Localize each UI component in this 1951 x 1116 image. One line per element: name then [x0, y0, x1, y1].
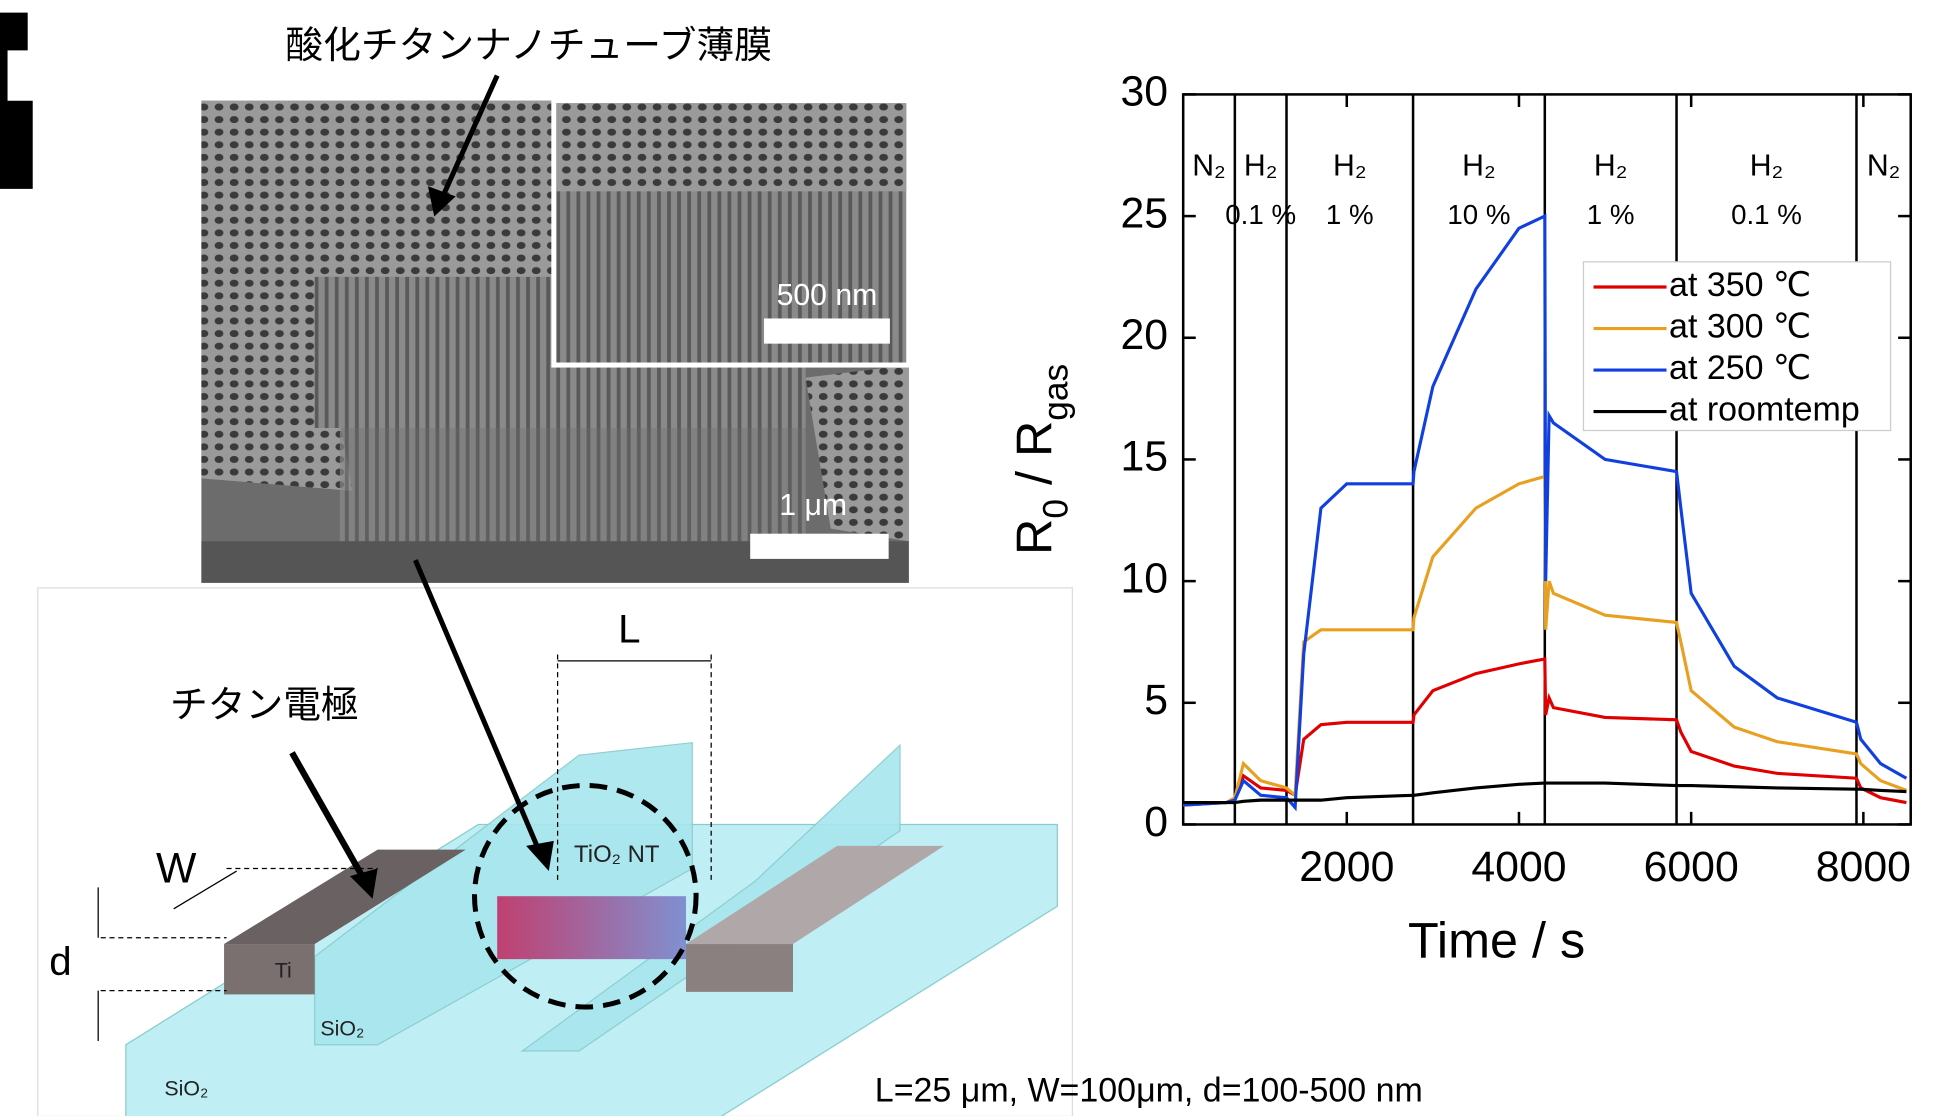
device-diagram: チタン電極 L W d Ti SiO₂ SiO₂ TiO₂ NT L=25 μm…: [38, 560, 1423, 1116]
sem-image: 酸化チタンナノチューブ薄膜 500 nm 1 μm: [201, 25, 908, 583]
sio2-base-label: SiO₂: [164, 1077, 208, 1101]
legend-label: at 250 ℃: [1669, 349, 1811, 387]
ti-label: Ti: [275, 958, 292, 982]
y-tick-label: 30: [1120, 68, 1168, 116]
legend-label: at 350 ℃: [1669, 266, 1811, 304]
sio2-wall-label: SiO₂: [320, 1016, 364, 1040]
y-tick-label: 5: [1144, 676, 1168, 724]
electrode-label: チタン電極: [170, 684, 359, 726]
y-tick-label: 15: [1120, 433, 1168, 481]
x-axis-label: Time / s: [1408, 911, 1585, 968]
cut-glyph: [0, 13, 33, 189]
phase-gas: H₂: [1750, 149, 1784, 182]
inset-scale-label: 500 nm: [777, 279, 878, 312]
phase-conc: 10 %: [1447, 199, 1510, 230]
w-label: W: [156, 844, 197, 892]
sem-caption: 酸化チタンナノチューブ薄膜: [285, 25, 772, 67]
x-tick-label: 6000: [1644, 843, 1739, 891]
y-tick-label: 10: [1120, 554, 1168, 602]
y-tick-label: 25: [1120, 189, 1168, 237]
y-axis-label-part: / R: [1006, 421, 1063, 499]
phase-gas: H₂: [1462, 149, 1496, 182]
x-tick-label: 2000: [1299, 843, 1394, 891]
y-tick-label: 20: [1120, 311, 1168, 359]
y-tick-label: 0: [1144, 798, 1168, 846]
tio2-label: TiO₂ NT: [574, 841, 660, 868]
phase-gas: N₂: [1867, 149, 1901, 182]
phase-gas: H₂: [1333, 149, 1367, 182]
phase-gas: H₂: [1244, 149, 1278, 182]
footnote: L=25 μm, W=100μm, d=100-500 nm: [875, 1072, 1423, 1110]
l-label: L: [618, 607, 640, 652]
phase-conc: 0.1 %: [1731, 199, 1802, 230]
figure: 酸化チタンナノチューブ薄膜 500 nm 1 μm: [0, 0, 1951, 1116]
y-axis-label: R0 / Rgas: [1006, 364, 1076, 555]
phase-gas: H₂: [1594, 149, 1628, 182]
phase-conc: 1 %: [1326, 199, 1374, 230]
scale-label: 1 μm: [779, 489, 847, 522]
x-tick-label: 8000: [1816, 843, 1911, 891]
y-axis-label-part: 0: [1036, 499, 1075, 519]
d-label: d: [49, 939, 71, 984]
legend-label: at 300 ℃: [1669, 308, 1811, 346]
legend-label: at roomtemp: [1669, 391, 1860, 429]
y-axis-label-part: gas: [1036, 364, 1075, 421]
y-axis-label-part: R: [1006, 519, 1063, 555]
phase-conc: 0.1 %: [1225, 199, 1296, 230]
phase-conc: 1 %: [1587, 199, 1635, 230]
x-tick-label: 4000: [1471, 843, 1566, 891]
phase-gas: N₂: [1192, 149, 1226, 182]
